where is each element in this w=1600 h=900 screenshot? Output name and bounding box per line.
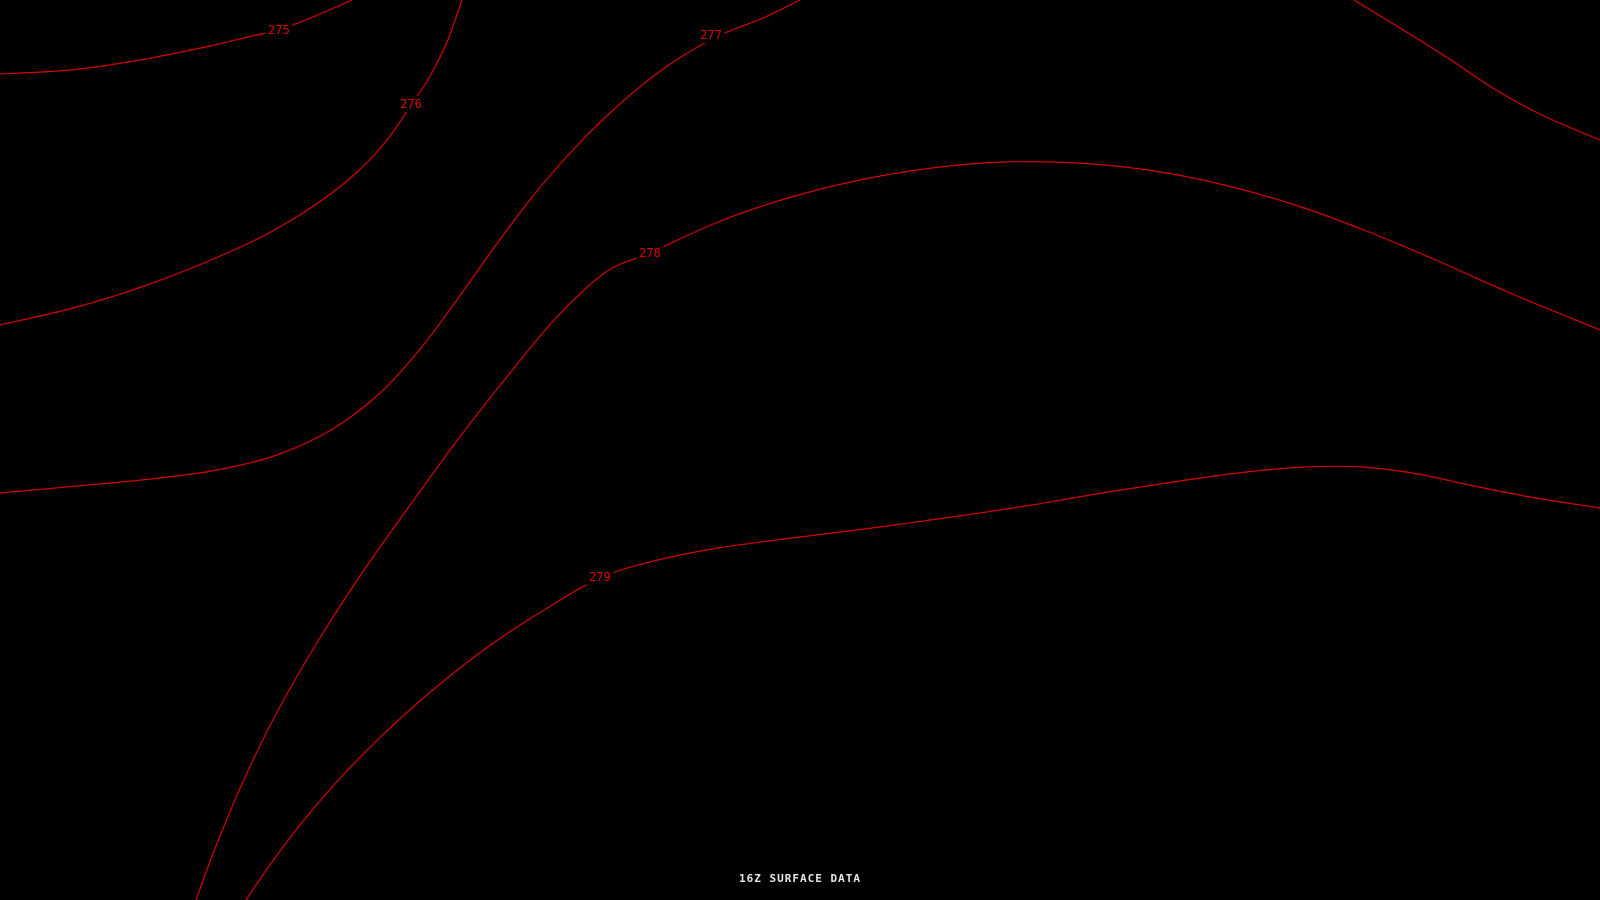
contour-label-mask-275 bbox=[265, 22, 293, 38]
contour-label-mask-276 bbox=[397, 96, 425, 112]
contour-line-278 bbox=[195, 161, 1600, 900]
contour-label-279: 279 bbox=[589, 570, 611, 584]
contour-line-276 bbox=[0, 0, 463, 326]
contour-label-mask-277 bbox=[697, 27, 725, 43]
contour-line-275 bbox=[0, 0, 353, 75]
contour-line-277 bbox=[0, 0, 801, 494]
contour-line-279 bbox=[245, 465, 1600, 900]
contour-label-276: 276 bbox=[400, 97, 422, 111]
map-footer-label: 16Z SURFACE DATA bbox=[739, 872, 861, 885]
contour-label-mask-279 bbox=[586, 569, 614, 585]
contour-label-278: 278 bbox=[639, 246, 661, 260]
contour-label-275: 275 bbox=[268, 23, 290, 37]
contour-label-mask-278 bbox=[636, 245, 664, 261]
contour-label-277: 277 bbox=[700, 28, 722, 42]
contour-line-unlabeled bbox=[1353, 0, 1600, 141]
